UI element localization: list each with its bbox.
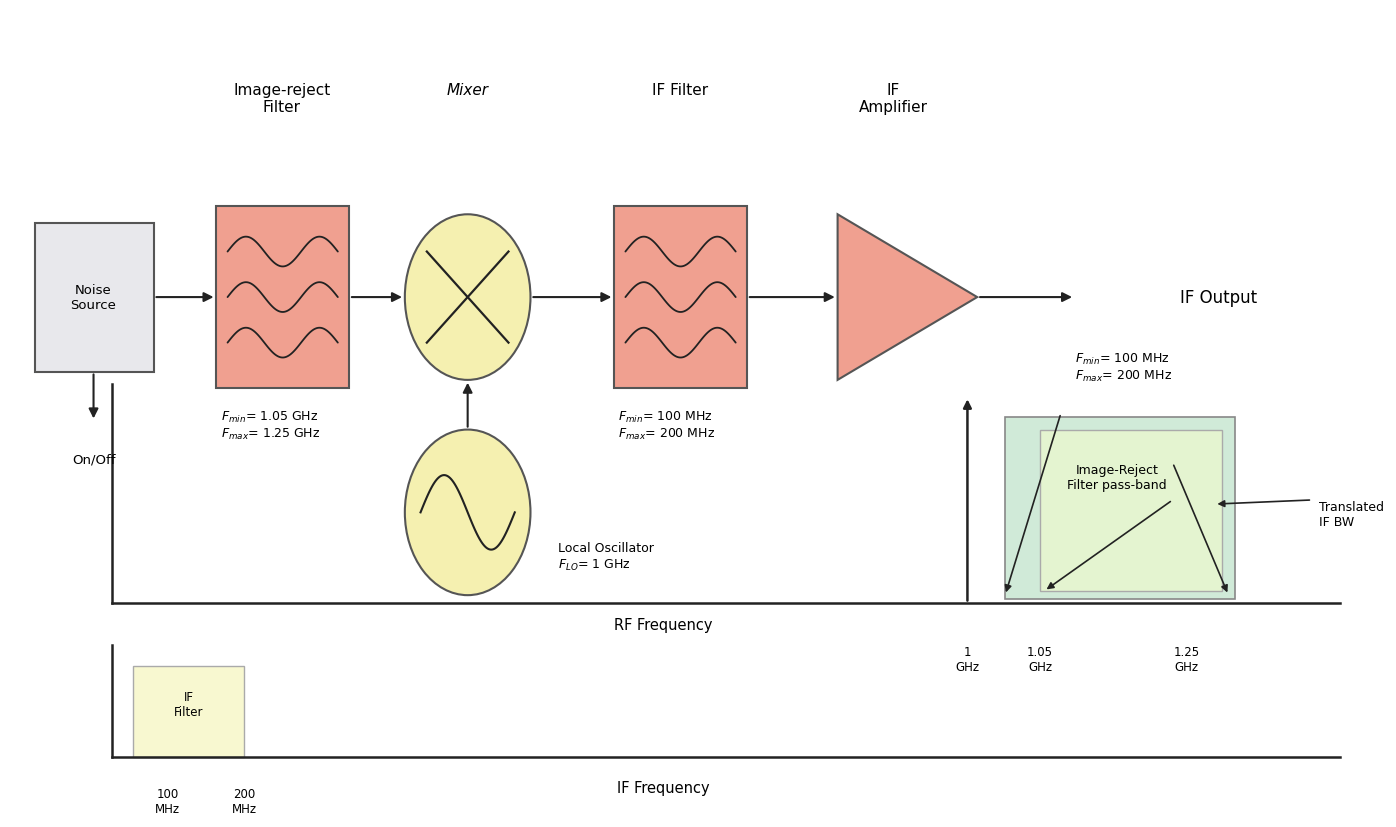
Text: $F_{min}$= 1.05 GHz
$F_{max}$= 1.25 GHz: $F_{min}$= 1.05 GHz $F_{max}$= 1.25 GHz <box>221 409 320 442</box>
Text: IF
Amplifier: IF Amplifier <box>859 83 928 115</box>
Text: Image-reject
Filter: Image-reject Filter <box>233 83 331 115</box>
Text: 1.05
GHz: 1.05 GHz <box>1027 645 1053 673</box>
Text: $F_{min}$= 100 MHz
$F_{max}$= 200 MHz: $F_{min}$= 100 MHz $F_{max}$= 200 MHz <box>1075 351 1173 384</box>
Text: Mixer: Mixer <box>447 83 489 98</box>
Bar <box>1040 430 1222 591</box>
FancyBboxPatch shape <box>35 223 154 372</box>
Ellipse shape <box>405 430 530 595</box>
Bar <box>133 666 244 757</box>
Text: $F_{min}$= 100 MHz
$F_{max}$= 200 MHz: $F_{min}$= 100 MHz $F_{max}$= 200 MHz <box>618 409 716 442</box>
Bar <box>1005 418 1235 600</box>
Ellipse shape <box>405 215 530 380</box>
Polygon shape <box>838 215 977 380</box>
Text: IF Frequency: IF Frequency <box>617 780 709 795</box>
Text: IF
Filter: IF Filter <box>173 691 204 719</box>
Text: 1
GHz: 1 GHz <box>955 645 980 673</box>
Text: Noise
Source: Noise Source <box>71 284 116 312</box>
Text: IF Filter: IF Filter <box>652 83 708 98</box>
Text: Translated
IF BW: Translated IF BW <box>1319 500 1385 528</box>
Text: RF Frequency: RF Frequency <box>614 617 712 632</box>
Text: Image-Reject
Filter pass-band: Image-Reject Filter pass-band <box>1067 463 1167 491</box>
Text: 200
MHz: 200 MHz <box>232 787 257 815</box>
Text: On/Off: On/Off <box>71 452 116 466</box>
FancyBboxPatch shape <box>216 207 349 389</box>
Text: IF Output: IF Output <box>1180 289 1256 307</box>
FancyBboxPatch shape <box>614 207 747 389</box>
Text: 100
MHz: 100 MHz <box>155 787 180 815</box>
Text: Local Oscillator
$F_{LO}$= 1 GHz: Local Oscillator $F_{LO}$= 1 GHz <box>558 542 655 572</box>
Text: 1.25
GHz: 1.25 GHz <box>1174 645 1199 673</box>
